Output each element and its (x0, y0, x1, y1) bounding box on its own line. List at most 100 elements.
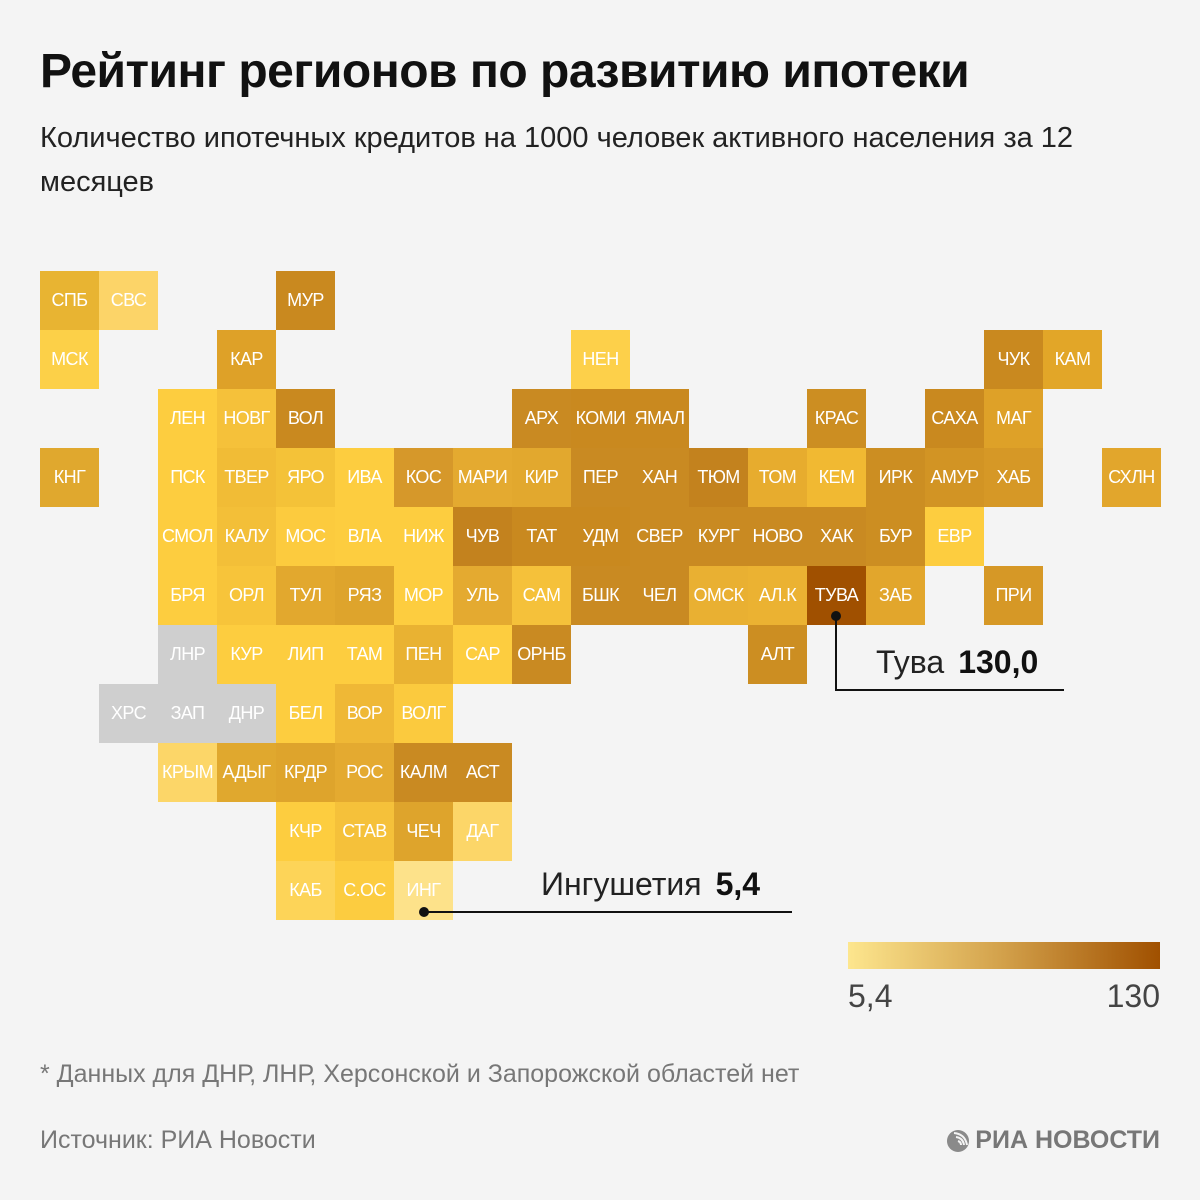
region-tile-вла: ВЛА (335, 507, 394, 566)
region-tile-арх: АРХ (512, 389, 571, 448)
tuva-callout-label: Тува 130,0 (876, 644, 1038, 681)
region-tile-спб: СПБ (40, 271, 99, 330)
ingushetia-callout-value: 5,4 (715, 866, 761, 902)
region-tile-при: ПРИ (984, 566, 1043, 625)
region-tile-сар: САР (453, 625, 512, 684)
region-tile-тюм: ТЮМ (689, 448, 748, 507)
region-tile-хак: ХАК (807, 507, 866, 566)
color-scale-bar (848, 942, 1160, 969)
region-tile-пен: ПЕН (394, 625, 453, 684)
region-tile-алт: АЛТ (748, 625, 807, 684)
region-tile-чук: ЧУК (984, 330, 1043, 389)
region-tile-став: СТАВ (335, 802, 394, 861)
source-text: Источник: РИА Новости (40, 1126, 316, 1154)
region-tile-ямал: ЯМАЛ (630, 389, 689, 448)
region-tile-алк: АЛ.К (748, 566, 807, 625)
region-tile-твер: ТВЕР (217, 448, 276, 507)
region-tile-свс: СВС (99, 271, 158, 330)
region-tile-кам: КАМ (1043, 330, 1102, 389)
region-tile-мур: МУР (276, 271, 335, 330)
region-tile-хан: ХАН (630, 448, 689, 507)
region-tile-адыг: АДЫГ (217, 743, 276, 802)
tuva-callout-line-vertical (835, 616, 837, 690)
region-tile-волг: ВОЛГ (394, 684, 453, 743)
region-tile-маг: МАГ (984, 389, 1043, 448)
ingushetia-callout-name: Ингушетия (541, 866, 702, 902)
region-tile-уль: УЛЬ (453, 566, 512, 625)
region-tile-чел: ЧЕЛ (630, 566, 689, 625)
region-tile-мск: МСК (40, 330, 99, 389)
region-tile-кчр: КЧР (276, 802, 335, 861)
region-tile-яро: ЯРО (276, 448, 335, 507)
region-tile-пер: ПЕР (571, 448, 630, 507)
region-tile-чеч: ЧЕЧ (394, 802, 453, 861)
tuva-callout-line-horizontal (835, 689, 1064, 691)
region-tile-тат: ТАТ (512, 507, 571, 566)
region-tile-сам: САМ (512, 566, 571, 625)
region-tile-лнр: ЛНР (158, 625, 217, 684)
region-tile-хаб: ХАБ (984, 448, 1043, 507)
region-tile-днр: ДНР (217, 684, 276, 743)
region-tile-мари: МАРИ (453, 448, 512, 507)
region-tile-чув: ЧУВ (453, 507, 512, 566)
region-tile-рос: РОС (335, 743, 394, 802)
region-tile-ново: НОВО (748, 507, 807, 566)
region-tile-омск: ОМСК (689, 566, 748, 625)
region-tile-амур: АМУР (925, 448, 984, 507)
region-tile-бур: БУР (866, 507, 925, 566)
region-tile-крас: КРАС (807, 389, 866, 448)
tuva-callout-value: 130,0 (958, 644, 1039, 680)
region-tile-крым: КРЫМ (158, 743, 217, 802)
region-tile-крдр: КРДР (276, 743, 335, 802)
page-title: Рейтинг регионов по развитию ипотеки (40, 45, 970, 98)
region-tile-хрс: ХРС (99, 684, 158, 743)
region-tile-коми: КОМИ (571, 389, 630, 448)
region-tile-ниж: НИЖ (394, 507, 453, 566)
region-tile-лен: ЛЕН (158, 389, 217, 448)
tuva-callout-name: Тува (876, 644, 945, 680)
region-tile-евр: ЕВР (925, 507, 984, 566)
region-tile-нен: НЕН (571, 330, 630, 389)
region-tile-бря: БРЯ (158, 566, 217, 625)
region-tile-свер: СВЕР (630, 507, 689, 566)
region-tile-смол: СМОЛ (158, 507, 217, 566)
region-tile-саха: САХА (925, 389, 984, 448)
region-tile-ива: ИВА (335, 448, 394, 507)
region-tile-бшк: БШК (571, 566, 630, 625)
region-tile-вол: ВОЛ (276, 389, 335, 448)
region-tile-кур: КУР (217, 625, 276, 684)
region-tile-кнг: КНГ (40, 448, 99, 507)
region-tile-вор: ВОР (335, 684, 394, 743)
region-tile-новг: НОВГ (217, 389, 276, 448)
region-tile-кар: КАР (217, 330, 276, 389)
region-tile-аст: АСТ (453, 743, 512, 802)
footnote: * Данных для ДНР, ЛНР, Херсонской и Запо… (40, 1060, 800, 1088)
ingushetia-callout-line (424, 911, 792, 913)
ria-logo: РИА НОВОСТИ (945, 1126, 1160, 1155)
region-tile-бел: БЕЛ (276, 684, 335, 743)
region-tile-орнб: ОРНБ (512, 625, 571, 684)
region-tile-кир: КИР (512, 448, 571, 507)
region-tile-мор: МОР (394, 566, 453, 625)
region-tile-кем: КЕМ (807, 448, 866, 507)
region-tile-даг: ДАГ (453, 802, 512, 861)
region-tile-лип: ЛИП (276, 625, 335, 684)
region-tile-пск: ПСК (158, 448, 217, 507)
ria-logo-text: РИА НОВОСТИ (975, 1126, 1160, 1154)
region-tile-ряз: РЯЗ (335, 566, 394, 625)
legend-min-label: 5,4 (848, 978, 893, 1014)
region-tile-орл: ОРЛ (217, 566, 276, 625)
region-tile-ирк: ИРК (866, 448, 925, 507)
region-tile-том: ТОМ (748, 448, 807, 507)
region-tile-кос: КОС (394, 448, 453, 507)
ingushetia-callout-label: Ингушетия 5,4 (541, 866, 760, 903)
region-tile-тул: ТУЛ (276, 566, 335, 625)
region-tile-сос: С.ОС (335, 861, 394, 920)
region-tile-заб: ЗАБ (866, 566, 925, 625)
region-tile-калу: КАЛУ (217, 507, 276, 566)
region-tile-каб: КАБ (276, 861, 335, 920)
ria-globe-icon (947, 1129, 970, 1152)
legend-max-label: 130 (1106, 978, 1160, 1014)
region-tile-удм: УДМ (571, 507, 630, 566)
